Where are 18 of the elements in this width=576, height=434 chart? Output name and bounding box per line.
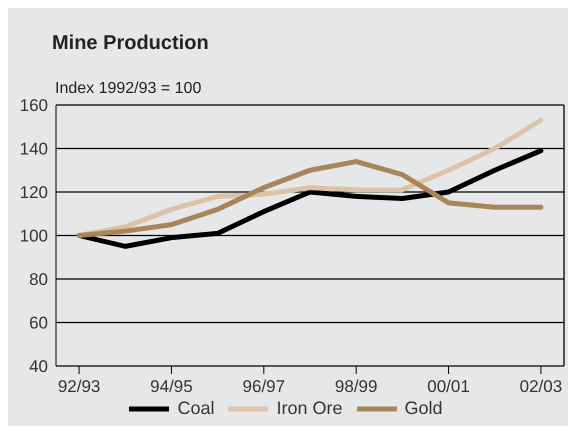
y-tick-label: 80	[29, 270, 48, 290]
x-tick-label: 00/01	[427, 377, 470, 396]
legend-label: Coal	[177, 398, 214, 419]
legend-label: Iron Ore	[276, 398, 343, 419]
x-tick-label: 94/95	[150, 377, 193, 396]
y-tick-label: 60	[29, 314, 48, 333]
y-tick-label: 140	[20, 140, 48, 159]
y-axis-title: Index 1992/93 = 100	[55, 80, 202, 98]
y-tick-label: 160	[20, 96, 48, 116]
x-tick-label: 96/97	[242, 377, 286, 396]
x-tick-label: 92/93	[58, 377, 100, 396]
x-tick-label: 02/03	[520, 377, 562, 396]
y-tick-label: 100	[20, 226, 48, 246]
x-tick-label: 98/99	[334, 377, 378, 396]
y-tick-label: 120	[20, 183, 48, 202]
legend-label: Gold	[404, 398, 443, 419]
chart-title: Mine Production	[52, 32, 209, 55]
y-tick-label: 40	[29, 357, 48, 376]
